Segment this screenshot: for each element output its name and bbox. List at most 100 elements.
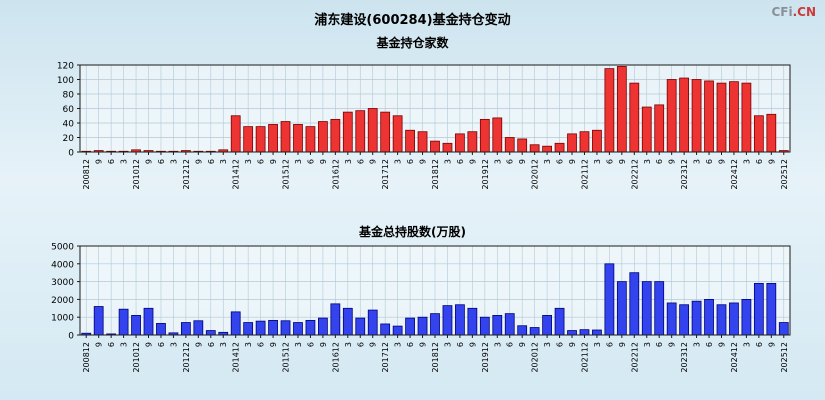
bar — [629, 272, 640, 336]
bar — [131, 315, 141, 336]
x-tick-label: 6 — [655, 342, 664, 347]
bar — [691, 79, 702, 153]
bar — [355, 110, 366, 153]
x-tick-label: 6 — [107, 159, 116, 164]
bar — [616, 281, 627, 336]
x-tick-label: 6 — [306, 342, 315, 347]
x-tick-label: 201412 — [232, 159, 241, 190]
bar — [455, 304, 465, 336]
x-tick-label: 9 — [468, 342, 477, 347]
y-tick-label: 20 — [63, 134, 75, 144]
bar — [704, 80, 714, 153]
x-tick-label: 9 — [568, 342, 577, 347]
bar — [442, 142, 453, 153]
x-tick-label: 6 — [456, 342, 465, 347]
x-tick-label: 202012 — [531, 159, 540, 190]
x-tick-label: 3 — [593, 159, 602, 164]
bar — [330, 303, 341, 336]
bar — [392, 115, 403, 153]
y-tick-label: 0 — [68, 149, 74, 159]
bar — [405, 317, 415, 336]
bar — [293, 124, 303, 153]
bar — [392, 325, 403, 336]
bar — [592, 329, 602, 336]
x-tick-label: 6 — [755, 342, 764, 347]
x-tick-label: 202212 — [630, 342, 639, 373]
x-tick-label: 9 — [618, 159, 627, 164]
bar — [554, 142, 565, 153]
x-tick-label: 9 — [319, 342, 328, 347]
bar — [766, 282, 777, 336]
x-tick-label: 201912 — [481, 342, 490, 373]
x-tick-label: 202512 — [780, 159, 789, 190]
x-tick-label: 9 — [717, 159, 726, 164]
x-tick-label: 201912 — [481, 159, 490, 190]
watermark-suffix: .CN — [792, 5, 816, 19]
x-tick-label: 9 — [717, 342, 726, 347]
bar — [529, 327, 540, 336]
x-tick-label: 3 — [219, 159, 228, 164]
bar — [230, 311, 241, 336]
x-tick-label: 3 — [742, 342, 751, 347]
bar — [616, 66, 627, 153]
x-tick-label: 6 — [506, 159, 515, 164]
x-tick-label: 202312 — [680, 342, 689, 373]
bar — [542, 315, 552, 336]
y-tick-label: 100 — [57, 76, 74, 86]
x-tick-label: 6 — [157, 159, 166, 164]
bar — [778, 322, 789, 336]
bar — [716, 82, 727, 153]
bar — [417, 131, 428, 153]
x-tick-label: 3 — [493, 342, 502, 347]
y-tick-label: 40 — [63, 120, 75, 130]
bar — [579, 131, 590, 153]
x-tick-label: 9 — [145, 342, 154, 347]
bar — [542, 145, 552, 153]
x-tick-label: 6 — [456, 159, 465, 164]
x-tick-label: 3 — [244, 159, 253, 164]
x-tick-label: 6 — [356, 342, 365, 347]
cfi-watermark: CFi.CN — [771, 5, 816, 19]
bar — [504, 137, 515, 153]
y-tick-label: 60 — [63, 105, 75, 115]
bar — [529, 144, 540, 153]
bar — [492, 315, 503, 336]
x-tick-label: 3 — [169, 159, 178, 164]
x-tick-label: 201012 — [132, 342, 141, 373]
x-tick-label: 6 — [605, 342, 614, 347]
x-tick-label: 202312 — [680, 159, 689, 190]
bar — [666, 302, 677, 336]
x-tick-label: 6 — [207, 159, 216, 164]
x-tick-label: 9 — [668, 342, 677, 347]
watermark-prefix: CFi — [771, 5, 793, 19]
x-tick-label: 9 — [518, 342, 527, 347]
y-tick-label: 3000 — [51, 278, 74, 288]
bar — [380, 111, 391, 153]
x-tick-label: 202112 — [580, 342, 589, 373]
bar — [243, 126, 254, 153]
bar — [143, 307, 154, 336]
x-tick-label: 3 — [120, 159, 129, 164]
bar — [567, 133, 577, 153]
x-tick-label: 9 — [95, 159, 104, 164]
x-tick-label: 201712 — [381, 342, 390, 373]
bar — [766, 113, 777, 153]
x-tick-label: 202412 — [730, 342, 739, 373]
x-tick-label: 201612 — [331, 159, 340, 190]
bar — [666, 79, 677, 153]
x-tick-label: 201812 — [431, 159, 440, 190]
bar — [716, 304, 727, 336]
bar — [342, 111, 353, 153]
x-tick-label: 3 — [643, 159, 652, 164]
y-tick-label: 5000 — [51, 243, 74, 253]
bar — [467, 131, 478, 153]
bar — [753, 282, 764, 336]
x-tick-label: 9 — [518, 159, 527, 164]
bar — [517, 138, 528, 153]
x-tick-label: 6 — [506, 342, 515, 347]
bar — [330, 118, 341, 153]
x-tick-label: 9 — [194, 159, 203, 164]
